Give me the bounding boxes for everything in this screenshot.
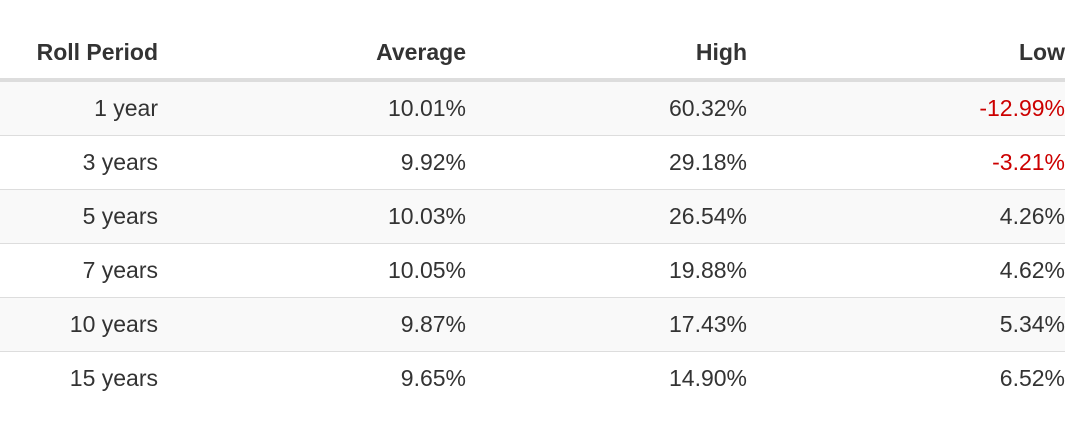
table-row: 10 years 9.87% 17.43% 5.34% <box>0 297 1065 352</box>
cell-roll-period: 3 years <box>0 135 158 190</box>
cell-average: 9.92% <box>158 135 466 190</box>
header-row: Roll Period Average High Low <box>0 26 1065 82</box>
table-row: 5 years 10.03% 26.54% 4.26% <box>0 189 1065 244</box>
table-row: 1 year 10.01% 60.32% -12.99% <box>0 80 1065 136</box>
table-row: 3 years 9.92% 29.18% -3.21% <box>0 135 1065 190</box>
cell-roll-period: 5 years <box>0 189 158 244</box>
cell-high: 60.32% <box>466 80 747 136</box>
cell-high: 29.18% <box>466 135 747 190</box>
table-row: 15 years 9.65% 14.90% 6.52% <box>0 351 1065 405</box>
cell-roll-period: 7 years <box>0 243 158 298</box>
cell-low: -3.21% <box>747 135 1065 190</box>
cell-average: 9.65% <box>158 351 466 405</box>
cell-roll-period: 15 years <box>0 351 158 405</box>
cell-low: 4.62% <box>747 243 1065 298</box>
cell-roll-period: 10 years <box>0 297 158 352</box>
cell-low: 4.26% <box>747 189 1065 244</box>
rolling-returns-table-container: Roll Period Average High Low 1 year 10.0… <box>0 26 1065 405</box>
table-body: 1 year 10.01% 60.32% -12.99% 3 years 9.9… <box>0 80 1065 405</box>
cell-roll-period: 1 year <box>0 80 158 136</box>
cell-low: -12.99% <box>747 80 1065 136</box>
cell-high: 26.54% <box>466 189 747 244</box>
table-header: Roll Period Average High Low <box>0 26 1065 82</box>
cell-low: 6.52% <box>747 351 1065 405</box>
header-average: Average <box>158 26 466 82</box>
cell-high: 14.90% <box>466 351 747 405</box>
table-row: 7 years 10.05% 19.88% 4.62% <box>0 243 1065 298</box>
cell-low: 5.34% <box>747 297 1065 352</box>
cell-high: 19.88% <box>466 243 747 298</box>
cell-high: 17.43% <box>466 297 747 352</box>
header-low: Low <box>747 26 1065 82</box>
cell-average: 10.03% <box>158 189 466 244</box>
header-high: High <box>466 26 747 82</box>
cell-average: 10.01% <box>158 80 466 136</box>
rolling-returns-table: Roll Period Average High Low 1 year 10.0… <box>0 26 1065 405</box>
cell-average: 10.05% <box>158 243 466 298</box>
header-roll-period: Roll Period <box>0 26 158 82</box>
cell-average: 9.87% <box>158 297 466 352</box>
